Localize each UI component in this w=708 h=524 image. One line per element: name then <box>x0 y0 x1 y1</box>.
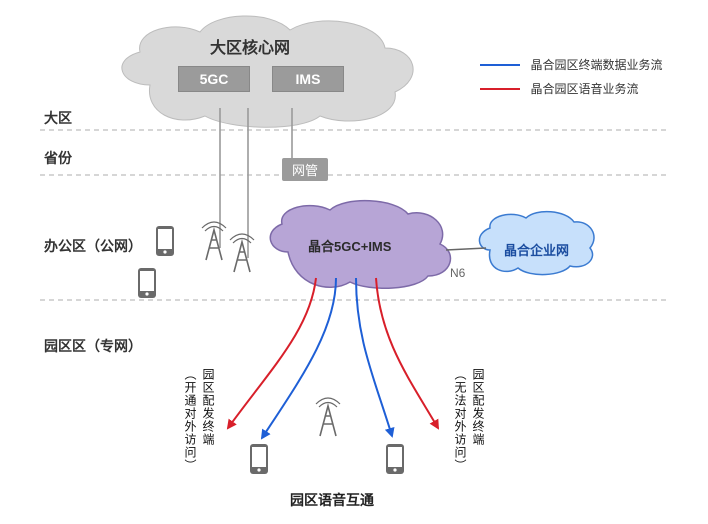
legend: 晶合园区终端数据业务流 晶合园区语音业务流 <box>480 56 662 98</box>
term-right-2: （无法对外访问） <box>452 368 469 472</box>
diagram-stage: 大区核心网 5GC IMS 晶合园区终端数据业务流 晶合园区语音业务流 大区 省… <box>0 0 708 524</box>
core-box-ims: IMS <box>272 66 344 92</box>
core-box-5gc: 5GC <box>178 66 250 92</box>
legend-text-data: 晶合园区终端数据业务流 <box>530 58 662 72</box>
term-left-1: 园区配发终端 <box>200 368 217 446</box>
enterprise-label: 晶合企业网 <box>504 240 569 259</box>
zone-bangong: 办公区（公网） <box>44 236 142 256</box>
term-left-2: （开通对外访问） <box>182 368 199 472</box>
core-cloud <box>122 16 413 127</box>
legend-row-data: 晶合园区终端数据业务流 <box>480 56 662 74</box>
zone-yuanqu: 园区区（专网） <box>44 336 142 356</box>
legend-text-voice: 晶合园区语音业务流 <box>530 82 638 96</box>
legend-line-data <box>480 64 520 66</box>
mid-cloud-label: 晶合5GC+IMS <box>308 236 391 255</box>
zone-shengfen: 省份 <box>44 148 72 168</box>
term-right-1: 园区配发终端 <box>470 368 487 446</box>
zone-daqu: 大区 <box>44 108 72 128</box>
n6-link <box>446 248 486 250</box>
core-title: 大区核心网 <box>210 34 290 58</box>
legend-line-voice <box>480 88 520 90</box>
legend-row-voice: 晶合园区语音业务流 <box>480 80 662 98</box>
netmgr-box: 网管 <box>282 158 328 181</box>
footer-label: 园区语音互通 <box>290 490 374 510</box>
n6-label: N6 <box>450 266 465 280</box>
